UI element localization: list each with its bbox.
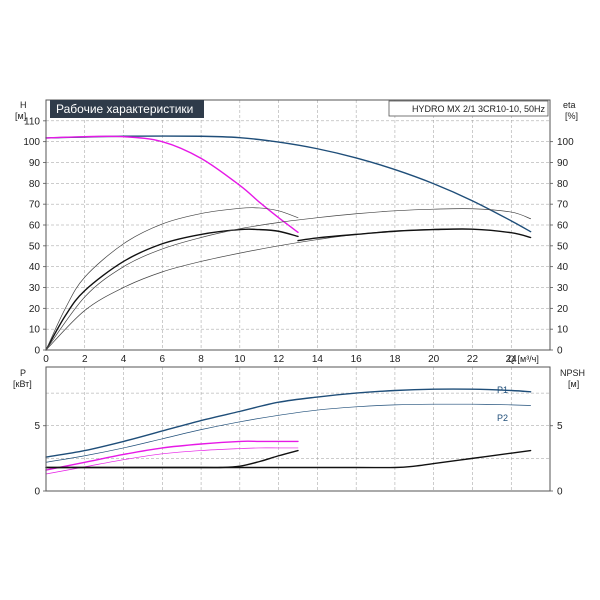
- y-tick-label-right: 60: [557, 221, 569, 232]
- bot-series-line-3: [45, 440, 299, 471]
- y-tick-label-right: 80: [557, 179, 569, 190]
- x-tick-label: 16: [351, 354, 363, 365]
- y-tick-label-right: 20: [557, 304, 569, 315]
- top-series-line-2: [45, 135, 299, 233]
- y-tick-label-right: 90: [557, 158, 569, 169]
- x-tick-label: 18: [389, 354, 401, 365]
- y-tick-label-right: 100: [557, 137, 574, 148]
- y-tick-label-left: 80: [29, 179, 41, 190]
- y-tick-label-left: 20: [29, 304, 41, 315]
- series-label-p2: P2: [497, 413, 508, 423]
- npsh-axis-unit: [м]: [568, 379, 579, 389]
- y-tick-label-left: 100: [23, 137, 40, 148]
- power-tick-labels: 0 5 0 5: [34, 421, 563, 497]
- y-tick-label-left: 30: [29, 283, 41, 294]
- y-tick-label-left: 5: [34, 421, 40, 432]
- y-tick-label-right: 40: [557, 262, 569, 273]
- y-tick-label-left: 50: [29, 241, 41, 252]
- top-series-line-3: [45, 228, 299, 351]
- top-series-line-7: [297, 228, 532, 242]
- y-tick-label-left: 10: [29, 325, 41, 336]
- chart-title: Рабочие характеристики: [56, 102, 193, 116]
- x-tick-label: 10: [234, 354, 246, 365]
- y-tick-label-right: 50: [557, 241, 569, 252]
- y-tick-label-left: 0: [34, 346, 40, 357]
- power-grid: [46, 367, 550, 491]
- y-tick-label-left: 0: [34, 487, 40, 498]
- title-box: [50, 100, 204, 118]
- x-tick-label: 2: [82, 354, 88, 365]
- head-axis-symbol: H: [20, 100, 27, 110]
- x-tick-label: 22: [467, 354, 479, 365]
- x-tick-label: 20: [428, 354, 440, 365]
- x-tick-label: 24: [506, 354, 518, 365]
- power-series-group: [45, 388, 532, 475]
- y-tick-label-right: 70: [557, 200, 569, 211]
- y-tick-label-left: 110: [24, 116, 40, 127]
- power-axis-unit: [кВт]: [13, 379, 32, 389]
- head-axis-unit: [м]: [15, 111, 26, 121]
- bot-series-line-1: [45, 388, 532, 458]
- npsh-axis-symbol: NPSH: [560, 368, 585, 378]
- x-tick-label: 4: [121, 354, 127, 365]
- x-tick-label: 0: [43, 354, 49, 365]
- y-tick-label-left: 60: [29, 221, 41, 232]
- x-tick-label: 6: [160, 354, 166, 365]
- flow-axis-label: Q [м³/ч]: [508, 354, 539, 364]
- y-tick-label-right: 0: [557, 487, 563, 498]
- head-tick-labels: 0102030405060708090100110010203040506070…: [23, 116, 574, 365]
- eta-axis-symbol: eta: [563, 100, 576, 110]
- x-tick-label: 14: [312, 354, 324, 365]
- top-series-line-1: [45, 135, 532, 233]
- bot-series-line-4: [45, 447, 299, 475]
- y-tick-label-right: 30: [557, 283, 569, 294]
- head-grid: [46, 100, 550, 350]
- series-label-p1: P1: [497, 385, 508, 395]
- bot-series-line-6: [45, 449, 532, 469]
- power-plot-frame: [45, 366, 551, 492]
- bot-series-line-2: [45, 403, 531, 463]
- y-tick-label-left: 90: [29, 158, 41, 169]
- top-series-line-5: [45, 208, 531, 351]
- power-axis-symbol: P: [20, 368, 26, 378]
- x-tick-label: 8: [198, 354, 204, 365]
- top-series-line-4: [45, 207, 299, 351]
- model-box: [388, 100, 549, 117]
- y-tick-label-left: 40: [29, 262, 41, 273]
- y-tick-label-right: 5: [557, 421, 563, 432]
- head-series-group: [45, 135, 532, 351]
- y-tick-label-left: 70: [29, 200, 41, 211]
- y-tick-label-right: 10: [557, 325, 569, 336]
- eta-axis-unit: [%]: [565, 111, 578, 121]
- x-tick-label: 12: [273, 354, 285, 365]
- model-label: HYDRO MX 2/1 3CR10-10, 50Hz: [412, 104, 546, 114]
- y-tick-label-right: 0: [557, 346, 563, 357]
